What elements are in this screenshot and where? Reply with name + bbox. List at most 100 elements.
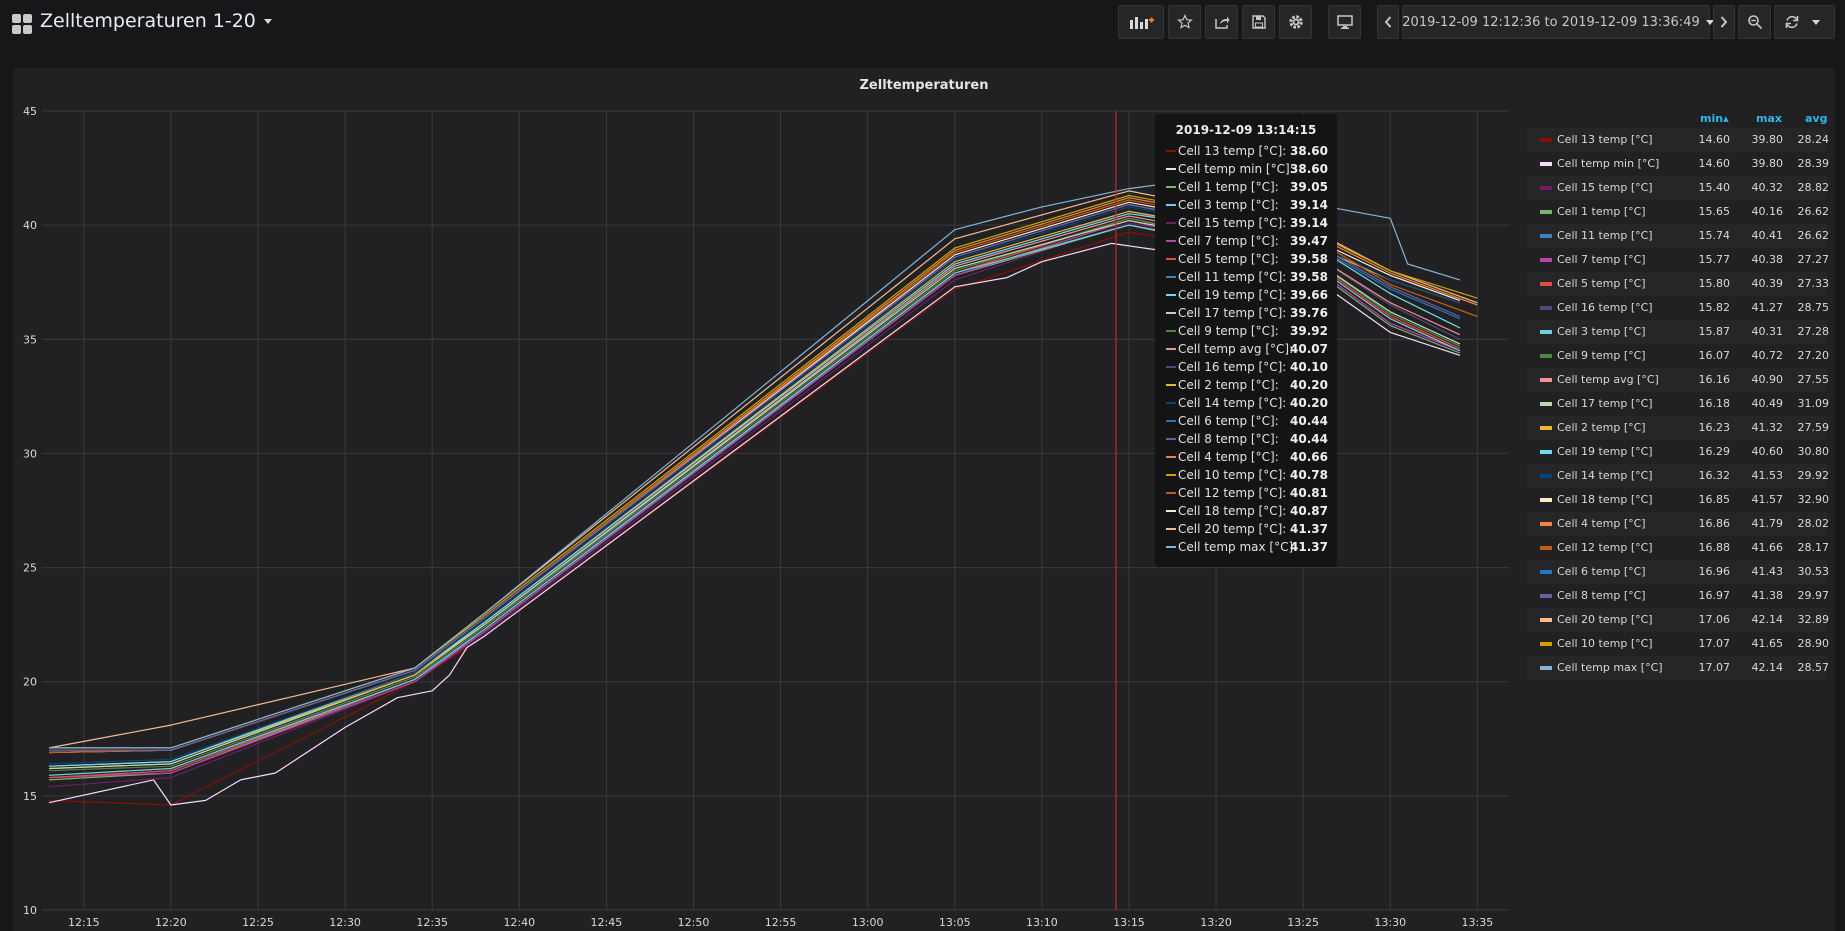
legend-series-name[interactable]: Cell 14 temp [°C]	[1557, 469, 1653, 482]
share-icon	[1214, 16, 1229, 29]
legend-series-name[interactable]: Cell 18 temp [°C]	[1557, 493, 1653, 506]
legend-series-name[interactable]: Cell 6 temp [°C]	[1557, 565, 1646, 578]
legend-row[interactable]: Cell 8 temp [°C] 16.97 41.38 29.97	[1527, 584, 1829, 608]
legend-series-name[interactable]: Cell 11 temp [°C]	[1557, 229, 1653, 242]
legend-series-name[interactable]: Cell 19 temp [°C]	[1557, 445, 1653, 458]
save-dashboard-button[interactable]	[1242, 5, 1275, 39]
share-button[interactable]	[1205, 5, 1238, 39]
legend-swatch[interactable]	[1540, 450, 1552, 454]
refresh-button[interactable]	[1774, 5, 1835, 39]
legend-swatch[interactable]	[1540, 618, 1552, 622]
legend-swatch[interactable]	[1540, 570, 1552, 574]
legend-row[interactable]: Cell 14 temp [°C] 16.32 41.53 29.92	[1527, 464, 1829, 488]
legend-series-name[interactable]: Cell 4 temp [°C]	[1557, 517, 1646, 530]
time-shift-back-button[interactable]	[1377, 5, 1399, 39]
dashboard-title[interactable]: Zelltemperaturen 1-20	[40, 10, 272, 32]
legend-swatch[interactable]	[1540, 306, 1552, 310]
legend-swatch[interactable]	[1540, 522, 1552, 526]
zoom-out-button[interactable]	[1738, 5, 1771, 39]
legend-series-name[interactable]: Cell 10 temp [°C]	[1557, 637, 1653, 650]
legend-row[interactable]: Cell 6 temp [°C] 16.96 41.43 30.53	[1527, 560, 1829, 584]
legend-row[interactable]: Cell 16 temp [°C] 15.82 41.27 28.75	[1527, 296, 1829, 320]
legend-row[interactable]: Cell 7 temp [°C] 15.77 40.38 27.27	[1527, 248, 1830, 272]
legend-series-name[interactable]: Cell 16 temp [°C]	[1557, 301, 1653, 314]
legend-row[interactable]: Cell 5 temp [°C] 15.80 40.39 27.33	[1527, 272, 1829, 296]
legend-row[interactable]: Cell 9 temp [°C] 16.07 40.72 27.20	[1527, 344, 1829, 368]
legend-swatch[interactable]	[1540, 186, 1552, 190]
zoom-out-icon	[1747, 15, 1762, 30]
legend-header-max[interactable]: max	[1756, 112, 1782, 125]
legend-swatch[interactable]	[1540, 594, 1552, 598]
legend-swatch[interactable]	[1540, 258, 1552, 262]
legend-series-name[interactable]: Cell temp max [°C]	[1557, 661, 1663, 674]
legend-series-name[interactable]: Cell 2 temp [°C]	[1557, 421, 1646, 434]
star-button[interactable]	[1168, 5, 1201, 39]
legend-series-name[interactable]: Cell temp min [°C]	[1557, 157, 1660, 170]
dashboard-grid-icon[interactable]	[12, 14, 32, 34]
tooltip-swatch	[1166, 474, 1176, 476]
legend-series-name[interactable]: Cell 13 temp [°C]	[1557, 133, 1653, 146]
legend-series-name[interactable]: Cell 8 temp [°C]	[1557, 589, 1646, 602]
tooltip-row: Cell 13 temp [°C]: 38.60	[1155, 142, 1337, 160]
legend-header-avg[interactable]: avg	[1805, 112, 1828, 125]
legend-row[interactable]: Cell 11 temp [°C] 15.74 40.41 26.62	[1527, 224, 1829, 248]
tooltip-swatch	[1166, 528, 1176, 530]
legend-swatch[interactable]	[1540, 642, 1552, 646]
legend-series-name[interactable]: Cell 20 temp [°C]	[1557, 613, 1653, 626]
legend-swatch[interactable]	[1540, 138, 1552, 142]
legend-row[interactable]: Cell temp avg [°C] 16.16 40.90 27.55	[1527, 368, 1829, 392]
line-chart[interactable]: 10 15 20 25 30 35 40 45 12:15 12:20 12:25 12:30 12:3…	[13, 68, 1523, 931]
legend-row[interactable]: Cell 2 temp [°C] 16.23 41.32 27.59	[1527, 416, 1829, 440]
legend-row[interactable]: Cell 20 temp [°C] 17.06 42.14 32.89	[1527, 608, 1829, 632]
legend-row[interactable]: Cell 12 temp [°C] 16.88 41.66 28.17	[1527, 536, 1829, 560]
legend-row[interactable]: Cell 3 temp [°C] 15.87 40.31 27.28	[1527, 320, 1830, 344]
legend-series-name[interactable]: Cell 9 temp [°C]	[1557, 349, 1646, 362]
legend-series-name[interactable]: Cell 3 temp [°C]	[1557, 325, 1646, 338]
legend-series-name[interactable]: Cell 7 temp [°C]	[1557, 253, 1646, 266]
legend-series-name[interactable]: Cell 5 temp [°C]	[1557, 277, 1646, 290]
legend-series-name[interactable]: Cell 15 temp [°C]	[1557, 181, 1653, 194]
series-line	[48, 217, 1461, 772]
legend-swatch[interactable]	[1540, 354, 1552, 358]
legend-row[interactable]: Cell 1 temp [°C] 15.65 40.16 26.62	[1527, 200, 1829, 224]
legend-series-name[interactable]: Cell 12 temp [°C]	[1557, 541, 1653, 554]
time-shift-forward-button[interactable]	[1713, 5, 1735, 39]
legend-series-name[interactable]: Cell 1 temp [°C]	[1557, 205, 1646, 218]
legend-swatch[interactable]	[1540, 210, 1552, 214]
legend-swatch[interactable]	[1540, 426, 1552, 430]
x-tick-label: 12:25	[242, 916, 274, 929]
cycle-view-mode-button[interactable]	[1328, 5, 1361, 39]
legend-swatch[interactable]	[1540, 666, 1552, 670]
legend-swatch[interactable]	[1540, 378, 1552, 382]
legend-series-name[interactable]: Cell temp avg [°C]	[1557, 373, 1659, 386]
legend-avg-value: 27.27	[1797, 253, 1830, 266]
legend-row[interactable]: Cell 15 temp [°C] 15.40 40.32 28.82	[1527, 176, 1829, 200]
tooltip-series-name: Cell 1 temp [°C]:	[1178, 180, 1279, 194]
legend-row[interactable]: Cell 13 temp [°C] 14.60 39.80 28.24	[1527, 128, 1829, 152]
legend-header-min[interactable]: min▴	[1700, 112, 1729, 125]
legend-swatch[interactable]	[1540, 162, 1552, 166]
legend-row[interactable]: Cell 17 temp [°C] 16.18 40.49 31.09	[1527, 392, 1829, 416]
legend-swatch[interactable]	[1540, 330, 1552, 334]
legend-swatch[interactable]	[1540, 402, 1552, 406]
legend-series-name[interactable]: Cell 17 temp [°C]	[1557, 397, 1653, 410]
legend-swatch[interactable]	[1540, 546, 1552, 550]
legend-swatch[interactable]	[1540, 474, 1552, 478]
add-panel-button[interactable]	[1118, 5, 1164, 39]
legend-row[interactable]: Cell 18 temp [°C] 16.85 41.57 32.90	[1527, 488, 1830, 512]
legend-row[interactable]: Cell temp max [°C] 17.07 42.14 28.57	[1527, 656, 1829, 680]
panel-title[interactable]: Zelltemperaturen	[859, 78, 989, 93]
legend-row[interactable]: Cell 19 temp [°C] 16.29 40.60 30.80	[1527, 440, 1829, 464]
legend-avg-value: 32.90	[1797, 493, 1830, 506]
legend-row[interactable]: Cell temp min [°C] 14.60 39.80 28.39	[1527, 152, 1829, 176]
legend-swatch[interactable]	[1540, 498, 1552, 502]
time-range-picker[interactable]: 2019-12-09 12:12:36 to 2019-12-09 13:36:…	[1402, 5, 1714, 39]
legend-swatch[interactable]	[1540, 234, 1552, 238]
legend-avg-value: 27.28	[1797, 325, 1830, 338]
monitor-icon	[1336, 15, 1353, 29]
settings-button[interactable]	[1279, 5, 1312, 39]
refresh-interval-dropdown[interactable]	[1812, 19, 1820, 25]
legend-row[interactable]: Cell 10 temp [°C] 17.07 41.65 28.90	[1527, 632, 1829, 656]
legend-swatch[interactable]	[1540, 282, 1552, 286]
legend-row[interactable]: Cell 4 temp [°C] 16.86 41.79 28.02	[1527, 512, 1829, 536]
